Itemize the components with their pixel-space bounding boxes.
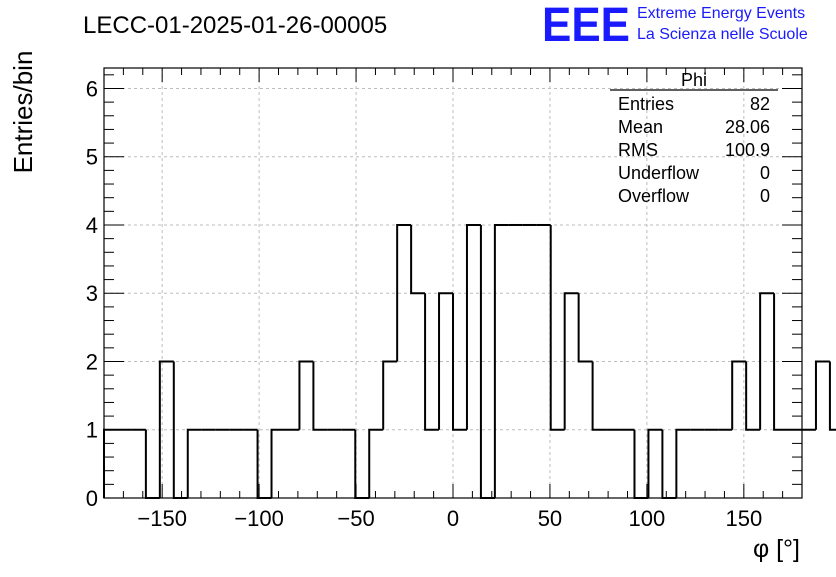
grid-lines xyxy=(104,68,802,498)
histogram-bin xyxy=(256,429,272,499)
stats-label: Mean xyxy=(618,117,663,137)
logo-line-1: Extreme Energy Events xyxy=(637,5,805,22)
histogram-bin xyxy=(828,361,836,431)
stats-value: 0 xyxy=(760,163,770,183)
stats-title: Phi xyxy=(681,70,707,90)
histogram-bin xyxy=(591,361,607,431)
histogram-bin xyxy=(186,428,202,498)
x-tick-label: 100 xyxy=(629,506,666,531)
x-tick-labels: −150 −100 −50 0 50 100 150 xyxy=(137,506,762,531)
stats-value: 0 xyxy=(760,186,770,206)
y-tick-label: 3 xyxy=(86,281,98,306)
histogram-bin xyxy=(298,360,314,430)
x-tick-label: −50 xyxy=(337,506,374,531)
x-tick-label: 50 xyxy=(538,506,562,531)
axis-ticks xyxy=(104,68,802,499)
x-axis-label: φ [°] xyxy=(753,535,800,563)
histogram-bin xyxy=(354,429,370,499)
y-tick-label: 6 xyxy=(86,76,98,101)
stats-box: Phi Entries 82 Mean 28.06 RMS 100.9 Underflow 0… xyxy=(610,70,778,206)
y-tick-label: 5 xyxy=(86,145,98,170)
histogram-bin xyxy=(731,360,747,430)
logo-line-2: La Scienza nelle Scuole xyxy=(637,26,808,43)
eee-logo-mark: EEE xyxy=(542,0,630,52)
x-tick-label: 0 xyxy=(447,506,459,531)
histogram-bin xyxy=(368,428,384,498)
histogram-bin xyxy=(745,361,761,431)
histogram-bin xyxy=(144,429,160,499)
histogram-bin xyxy=(396,223,412,362)
y-tick-label: 0 xyxy=(86,486,98,511)
plot-frame xyxy=(103,67,803,499)
histogram-bin xyxy=(759,292,775,430)
histogram-bin xyxy=(661,429,677,499)
x-tick-label: 150 xyxy=(725,506,762,531)
histogram-bin xyxy=(410,224,426,295)
histogram-bin xyxy=(172,361,188,499)
histogram-bin xyxy=(577,293,593,363)
x-tick-label: −100 xyxy=(234,506,284,531)
histogram-bin xyxy=(814,360,830,430)
stats-value: 82 xyxy=(750,94,770,114)
histogram-bin xyxy=(438,292,453,430)
y-tick-label: 4 xyxy=(86,213,98,238)
y-tick-label: 2 xyxy=(86,349,98,374)
histogram-bin xyxy=(465,223,481,430)
histogram-bin xyxy=(103,428,118,498)
histogram-bin xyxy=(675,428,691,498)
stats-label: Entries xyxy=(618,94,674,114)
histogram-bin xyxy=(382,360,398,430)
stats-label: RMS xyxy=(618,140,658,160)
histogram-bin xyxy=(270,428,286,498)
histogram-bin xyxy=(158,360,174,498)
y-tick-label: 1 xyxy=(86,418,98,443)
stats-label: Underflow xyxy=(618,163,700,183)
y-tick-labels: 0 1 2 3 4 5 6 xyxy=(86,76,98,511)
histogram-bin xyxy=(647,428,663,498)
histogram-bin xyxy=(563,292,579,430)
histogram-bin xyxy=(493,223,509,498)
histogram-bin xyxy=(312,361,328,431)
eee-logo: EEE Extreme Energy Events La Scienza nel… xyxy=(542,0,808,52)
stats-label: Overflow xyxy=(618,186,690,206)
y-axis-label: Entries/bin xyxy=(8,51,38,174)
histogram-bin xyxy=(424,293,440,431)
chart-title: LECC-01-2025-01-26-00005 xyxy=(83,12,387,39)
stats-value: 100.9 xyxy=(725,140,770,160)
stats-value: 28.06 xyxy=(725,117,770,137)
histogram-bin xyxy=(633,429,649,499)
histogram-bin xyxy=(549,224,565,431)
histogram-bin xyxy=(452,293,467,431)
x-tick-label: −150 xyxy=(137,506,187,531)
